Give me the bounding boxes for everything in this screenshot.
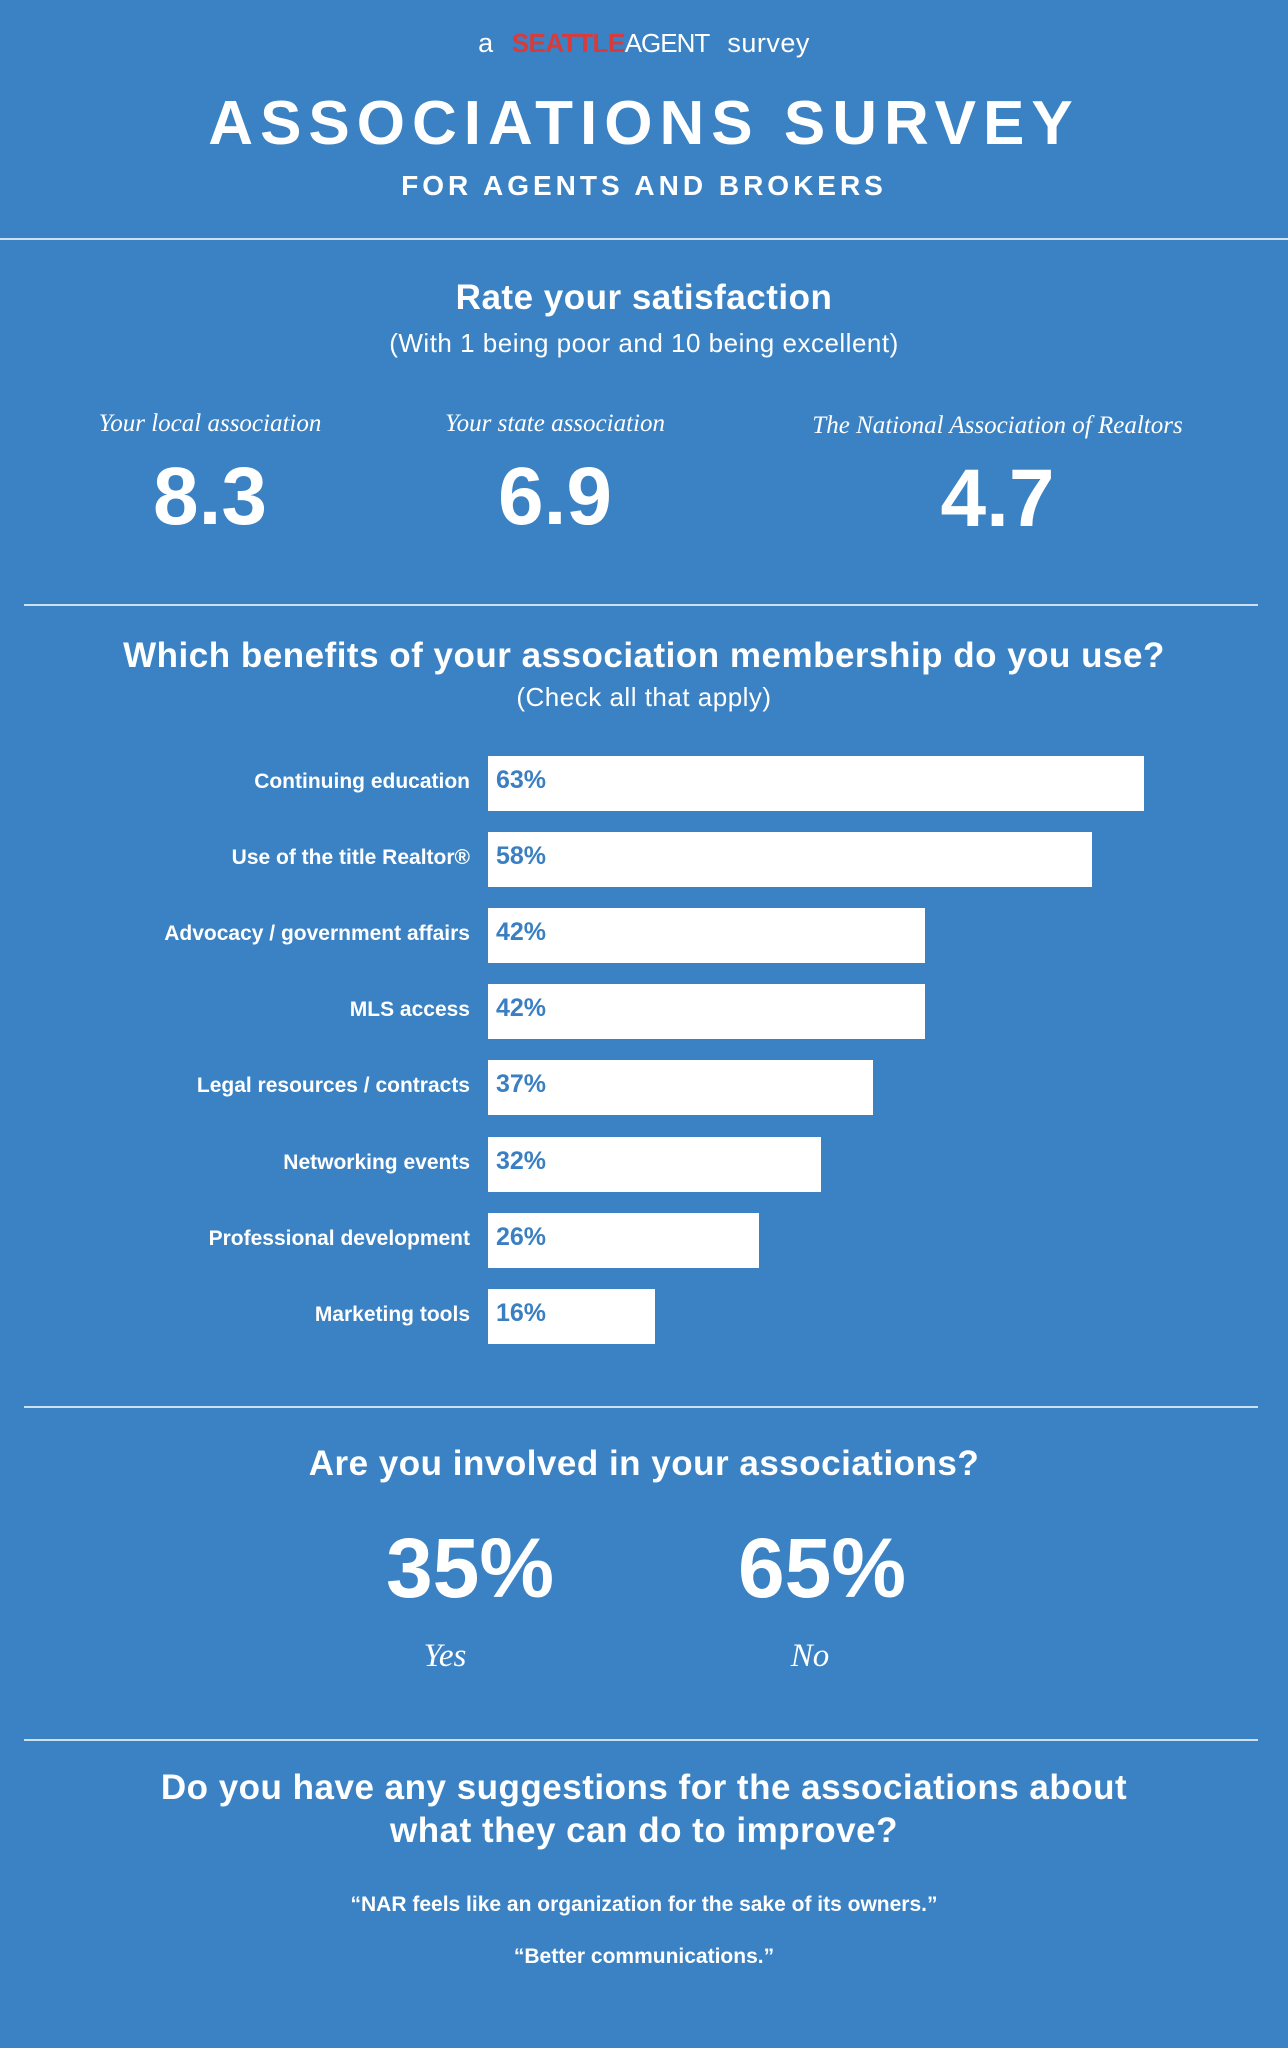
bar-value-label: 37%: [496, 1070, 547, 1099]
bar-value-label: 16%: [496, 1298, 547, 1327]
sat-nar-label: The National Association of Realtors: [812, 412, 1183, 439]
page-title: ASSOCIATIONS SURVEY: [208, 89, 1080, 158]
involvement-title: Are you involved in your associations?: [308, 1444, 980, 1483]
bar-label: Marketing tools: [314, 1302, 470, 1326]
bar: 58%: [488, 832, 1092, 888]
bar: 32%: [488, 1136, 821, 1192]
bar: 42%: [488, 908, 925, 964]
involvement-yes-value: 35%: [385, 1521, 555, 1615]
bar-label: Use of the title Realtor®: [231, 846, 470, 870]
sat-local-label: Your local association: [98, 410, 322, 437]
bar-value-label: 63%: [496, 766, 547, 794]
bar-value-label: 58%: [496, 842, 547, 871]
sat-local-value: 8.3: [153, 451, 267, 542]
bar-label: Legal resources / contracts: [196, 1074, 470, 1098]
suggestion-quote-2: “Better communications.”: [513, 1945, 775, 1968]
involvement-no-label: No: [790, 1638, 830, 1674]
bar-label: Continuing education: [254, 770, 470, 793]
brand-line: a SEATTLEAGENT survey: [0, 28, 1288, 59]
bar-label: Professional development: [208, 1226, 470, 1250]
bar-value-label: 42%: [496, 994, 547, 1023]
benefits-title: Which benefits of your association membe…: [123, 636, 1165, 675]
benefits-divider: [24, 1406, 1258, 1408]
logo-seattle-text: SEATTLE: [511, 28, 626, 58]
involvement-divider: [24, 1739, 1258, 1741]
bar-label: Networking events: [283, 1150, 470, 1174]
bar: 26%: [488, 1212, 759, 1268]
bar-value-label: 42%: [496, 918, 547, 947]
page-subtitle: FOR AGENTS AND BROKERS: [401, 170, 887, 201]
satisfaction-subtitle: (With 1 being poor and 10 being excellen…: [389, 328, 899, 358]
involvement-yes-label: Yes: [423, 1638, 467, 1674]
suggestions-title-line2: what they can do to improve?: [390, 1811, 898, 1850]
satisfaction-divider: [24, 604, 1258, 606]
seattle-agent-logo: SEATTLEAGENT: [511, 28, 711, 59]
bar: 42%: [488, 984, 925, 1040]
sat-state-value: 6.9: [498, 451, 612, 542]
bar: 37%: [488, 1060, 873, 1116]
suggestion-quote-1: “NAR feels like an organization for the …: [350, 1893, 938, 1916]
sat-state-label: Your state association: [445, 410, 665, 437]
header-divider: [0, 238, 1288, 240]
bar-value-label: 26%: [496, 1222, 547, 1251]
bar: 16%: [488, 1288, 655, 1344]
bar-label: MLS access: [349, 998, 470, 1022]
bar: 63%: [488, 756, 1144, 811]
bar-value-label: 32%: [496, 1146, 547, 1175]
suggestions-title-line1: Do you have any suggestions for the asso…: [160, 1768, 1128, 1807]
benefits-subtitle: (Check all that apply): [516, 682, 772, 712]
satisfaction-title: Rate your satisfaction: [455, 278, 833, 317]
bar-label: Advocacy / government affairs: [164, 922, 470, 946]
brand-prefix: a: [478, 28, 494, 58]
brand-suffix: survey: [727, 28, 810, 58]
sat-nar-value: 4.7: [940, 453, 1055, 544]
involvement-no-value: 65%: [737, 1521, 907, 1615]
logo-agent-text: AGENT: [624, 28, 711, 58]
